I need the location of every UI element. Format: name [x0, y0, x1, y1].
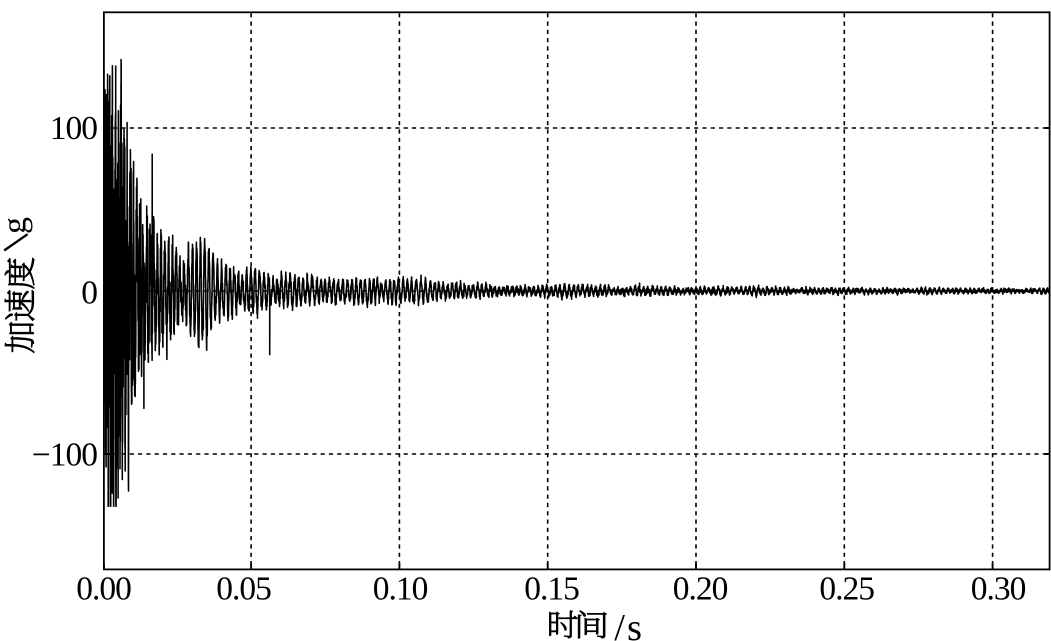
- svg-text:100: 100: [50, 110, 98, 147]
- svg-text:0.15: 0.15: [524, 571, 579, 608]
- svg-text:0.05: 0.05: [216, 571, 271, 608]
- svg-text:0.20: 0.20: [673, 571, 728, 608]
- svg-text:0.10: 0.10: [373, 571, 428, 608]
- svg-text:0.25: 0.25: [819, 571, 874, 608]
- svg-text:/s: /s: [614, 607, 644, 641]
- svg-text:0.30: 0.30: [971, 571, 1026, 608]
- svg-text:−100: −100: [32, 436, 97, 473]
- svg-text:g: g: [0, 217, 34, 234]
- svg-text:0: 0: [81, 275, 97, 312]
- svg-text:0.00: 0.00: [76, 571, 131, 608]
